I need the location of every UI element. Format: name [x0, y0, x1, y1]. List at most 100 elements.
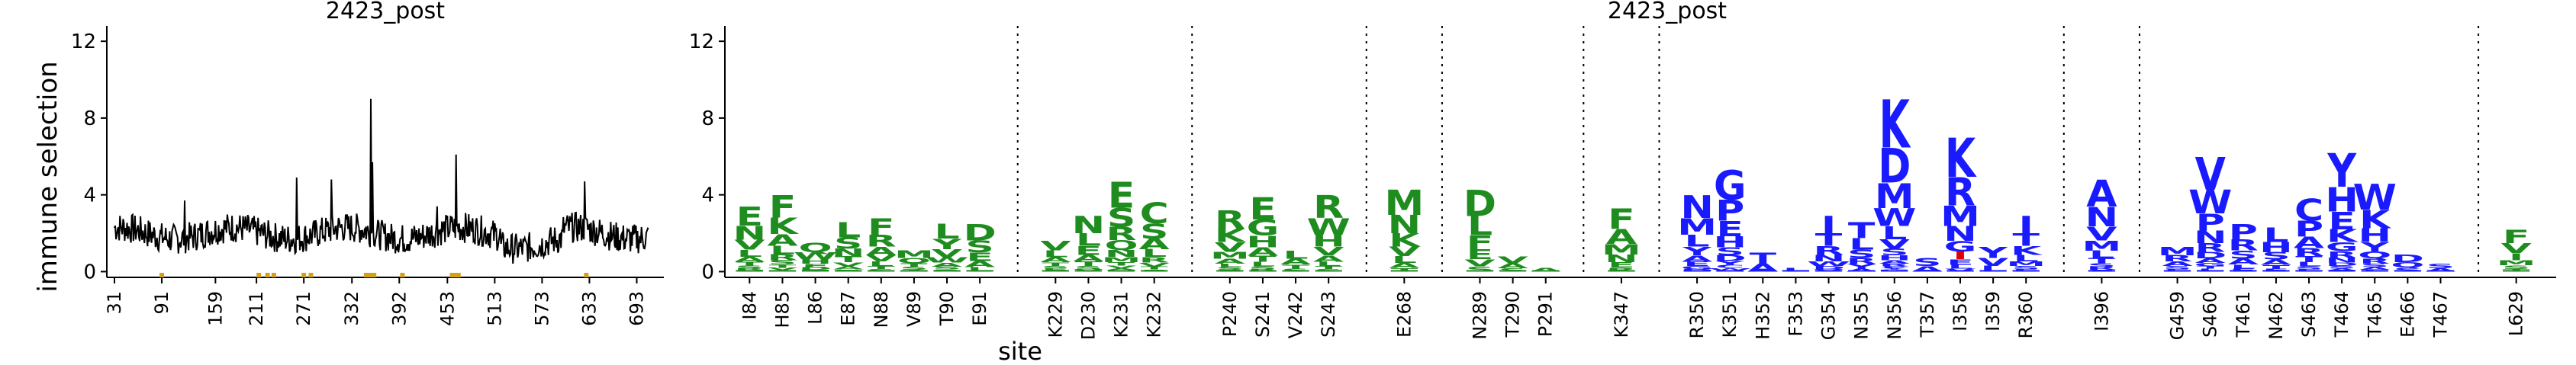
logo-letter: R	[2195, 241, 2226, 255]
logo-letter: M	[2082, 239, 2122, 255]
logo-baseline	[2361, 270, 2388, 272]
logo-letter: D	[2194, 250, 2227, 260]
site-tick-label: E91	[969, 291, 990, 326]
site-tick-label: N356	[1884, 291, 1905, 340]
logo-letter: Y	[1879, 268, 1910, 271]
logo-letter: L	[770, 244, 795, 258]
logo-letter: R	[2228, 236, 2259, 254]
logo-letter: F	[1608, 203, 1635, 235]
site-tick-label: T464	[2331, 291, 2352, 338]
logo-letter: F	[2503, 226, 2530, 248]
site-tick-label: V89	[903, 291, 925, 327]
logo-letter: W	[2188, 184, 2232, 222]
logo-letter: E	[1108, 174, 1135, 216]
logo-letter: V	[767, 267, 798, 271]
logo-letter: T	[1042, 261, 1071, 267]
logo-baseline	[1749, 270, 1776, 272]
logo-letter: A	[2359, 267, 2391, 271]
logo-letter: R	[1139, 255, 1170, 264]
logo-letter: D	[1714, 254, 1747, 263]
logo-letter: L	[2198, 268, 2223, 271]
logo-baseline	[2163, 270, 2191, 272]
logo-baseline	[736, 270, 764, 272]
logo-baseline	[1914, 270, 1941, 272]
site-tick-label: H352	[1752, 291, 1773, 340]
logo-letter: M	[2497, 259, 2536, 267]
logo-letter: R	[1215, 207, 1245, 235]
site-tick-label: E466	[2397, 291, 2418, 338]
logo-letter: S	[2163, 265, 2191, 271]
logo-letter: H	[799, 258, 832, 265]
logo-letter: A	[2086, 172, 2117, 216]
logo-letter: M	[894, 248, 934, 260]
logo-letter: A	[1040, 256, 1071, 264]
y-tick-label: 4	[83, 184, 96, 207]
logo-letter: T	[1315, 265, 1343, 271]
site-tick-label: S243	[1318, 291, 1339, 338]
x-tick-label: 211	[246, 291, 267, 326]
logo-letter: S	[900, 266, 928, 271]
site-tick-label: K347	[1611, 291, 1632, 338]
logo-letter: W	[1307, 214, 1351, 240]
logo-letter: R	[1814, 244, 1844, 258]
logo-letter: E	[1042, 268, 1070, 271]
logo-baseline	[1782, 270, 1810, 272]
logo-baseline	[801, 270, 829, 272]
logo-letter: S	[965, 238, 993, 257]
logo-baseline	[1249, 270, 1277, 272]
logo-baseline	[835, 270, 862, 272]
logo-letter: N	[1388, 211, 1422, 240]
logo-baseline	[768, 270, 797, 272]
logo-letter: F	[868, 214, 895, 240]
logo-letter: G	[1944, 239, 1977, 255]
logo-letter: R	[734, 267, 765, 271]
logo-baseline	[1466, 270, 1494, 272]
line-panel-title: 2423_post	[326, 0, 445, 24]
logo-letter: L	[737, 248, 762, 259]
logo-letter: S	[1880, 247, 1908, 258]
logo-letter: A	[1606, 226, 1637, 249]
logo-letter: G	[1878, 269, 1911, 271]
logo-letter: L	[1392, 255, 1417, 265]
logo-letter: E	[1249, 191, 1277, 227]
logo-letter: T	[900, 262, 928, 268]
site-tick-label: H85	[771, 291, 793, 328]
site-tick-label: T90	[936, 291, 958, 326]
logo-letter: L	[1849, 235, 1874, 254]
logo-letter: T	[2088, 257, 2116, 265]
logo-letter: Q	[2358, 250, 2391, 261]
logo-letter: V	[1215, 240, 1245, 255]
logo-letter: E	[736, 202, 764, 232]
logo-letter: V	[1464, 258, 1496, 269]
logo-letter: H	[1246, 233, 1280, 251]
logo-letter: A	[1912, 264, 1943, 274]
logo-letter: W	[794, 251, 837, 261]
logo-letter: Y	[932, 236, 962, 253]
logo-letter: V	[932, 248, 963, 260]
logo-letter: T	[1249, 255, 1277, 264]
logo-letter: R	[1945, 170, 1975, 215]
logo-letter: K	[2011, 244, 2043, 258]
logo-letter: A	[2162, 261, 2193, 267]
logo-letter: N	[1812, 253, 1846, 263]
logo-letter: Y	[2359, 239, 2390, 255]
logo-letter: R	[1879, 263, 1910, 267]
logo-letter: I	[1821, 212, 1836, 239]
logo-letter: R	[2162, 254, 2193, 264]
logo-letter: S	[1107, 203, 1135, 233]
x-tick-label: 392	[388, 291, 410, 326]
logo-letter: S	[1248, 265, 1277, 270]
logo-letter: F	[1467, 232, 1494, 254]
logo-letter: T	[769, 264, 797, 269]
highlighted-site-marker	[400, 273, 405, 277]
logo-letter: T	[1750, 250, 1777, 267]
logo-letter: L	[2296, 261, 2321, 268]
logo-baseline	[1282, 270, 1309, 272]
highlighted-site-marker	[308, 273, 314, 277]
logo-letter: G	[1247, 215, 1280, 241]
logo-letter: M	[1102, 255, 1141, 264]
logo-letter: T	[835, 255, 862, 264]
logo-letter: A	[1106, 268, 1137, 271]
x-tick-label: 693	[626, 291, 647, 326]
